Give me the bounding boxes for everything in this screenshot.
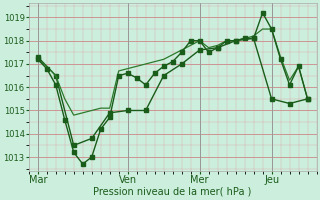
X-axis label: Pression niveau de la mer( hPa ): Pression niveau de la mer( hPa ) [93,187,252,197]
